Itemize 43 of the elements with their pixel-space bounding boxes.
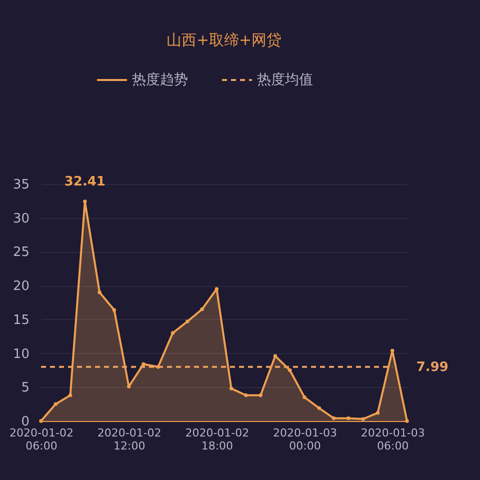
x-tick-label: 2020-01-03 00:00 <box>273 426 337 452</box>
point <box>258 393 262 398</box>
point <box>317 406 322 410</box>
point <box>98 290 102 294</box>
point <box>170 331 175 335</box>
annotation: 7.99 <box>416 360 448 375</box>
point <box>229 386 234 390</box>
y-tick-label: 35 <box>12 178 30 192</box>
x-tick-label: 2020-01-03 06:00 <box>360 426 425 452</box>
legend-label: 热度趋势 <box>132 72 188 88</box>
point <box>68 393 72 398</box>
point <box>142 362 146 366</box>
point <box>54 402 58 406</box>
point <box>361 417 365 421</box>
point <box>288 368 292 372</box>
x-tick-label: 2020-01-02 18:00 <box>185 426 250 452</box>
y-tick-label: 20 <box>12 279 30 294</box>
y-tick-label: 5 <box>21 380 30 396</box>
point <box>346 416 350 420</box>
point <box>302 395 306 400</box>
point <box>112 308 116 312</box>
point <box>332 416 336 420</box>
point <box>83 200 87 204</box>
point <box>186 320 190 324</box>
x-tick-label: 2020-01-02 06:00 <box>10 426 74 452</box>
point <box>156 364 160 369</box>
point <box>214 287 219 291</box>
point <box>390 348 394 352</box>
point <box>273 354 278 358</box>
y-tick-label: 15 <box>12 312 30 328</box>
data-label: 32.41 <box>64 174 106 190</box>
y-tick-label: 0 <box>21 414 30 430</box>
point <box>244 393 248 398</box>
point <box>126 384 131 388</box>
y-tick-label: 30 <box>12 211 30 226</box>
y-tick-label: 25 <box>12 245 30 260</box>
y-tick-label: 10 <box>12 346 30 362</box>
point <box>376 411 380 415</box>
x-tick-label: 2020-01-02 12:00 <box>97 426 162 452</box>
point <box>405 419 409 423</box>
point <box>200 307 204 312</box>
chart-title: 山西+取缔+网贷 <box>166 31 282 49</box>
legend-label: 热度均值 <box>257 72 313 88</box>
